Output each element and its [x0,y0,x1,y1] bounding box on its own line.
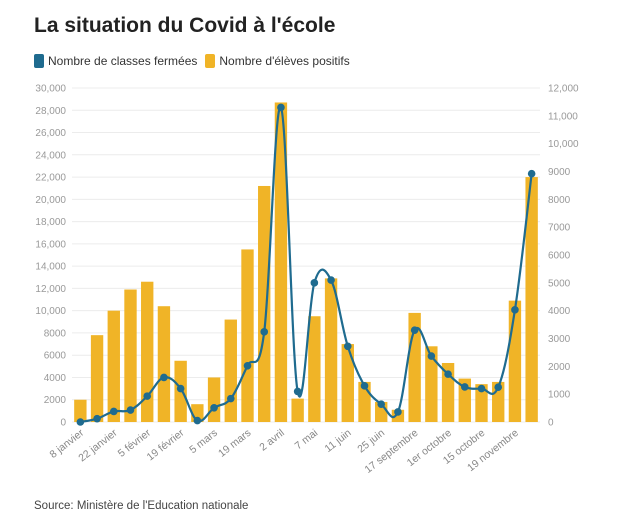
bar [141,281,154,422]
bar [224,319,237,422]
line-point [260,328,269,336]
bar [425,346,438,422]
line-point [377,400,386,408]
y-right-tick-label: 8000 [548,195,571,206]
line-point [160,373,168,382]
bar [157,306,171,422]
x-tick-label: 19 février [145,427,187,464]
legend-label-classes: Nombre de classes fermées [48,54,198,68]
line-point [343,342,352,351]
line-point [126,406,135,414]
y-right-tick-label: 12,000 [548,84,579,95]
chart-svg: 0 2000 4000 6000 8000 10,000 12,000 14,000 16,00… [35,84,579,476]
x-tick-label: 2 avril [257,427,286,454]
line-point [193,416,202,425]
line-point [210,404,218,412]
line-point [243,361,252,370]
y-left-tick-label: 6000 [44,351,67,362]
bar [207,377,221,422]
bar [74,399,87,422]
source-note: Source: Ministère de l'Education nationa… [34,500,249,512]
x-tick-label: 7 mai [293,427,321,452]
bar [508,300,522,422]
y-left-tick-label: 12,000 [35,284,66,295]
line-point [76,418,85,426]
y-right-tick-label: 2000 [548,362,571,373]
bar [258,185,271,422]
y-right-tick-label: 10,000 [548,139,579,150]
line-point [143,392,152,400]
line-point [527,169,536,178]
line-point [277,103,285,112]
line-point [360,382,369,390]
y-left-tick-label: 14,000 [35,262,66,273]
y-left-tick-label: 4000 [44,373,67,384]
bar [341,344,354,422]
y-left-tick-label: 20,000 [35,195,66,206]
x-tick-label: 11 juin [322,427,353,455]
bar [274,102,288,423]
y-left-tick-label: 0 [60,418,66,429]
y-right-tick-label: 3000 [548,334,571,345]
line-point [109,407,118,416]
line-point [327,276,335,284]
x-tick-label: 5 mars [187,427,220,456]
legend-item-eleves[interactable]: Nombre d'élèves positifs [205,54,350,68]
bar [107,310,120,422]
y-right-tick-label: 0 [548,418,554,429]
legend-swatch-bar [205,54,216,68]
y-left-tick-label: 10,000 [35,306,66,317]
bar [308,316,321,422]
line-point [460,383,469,391]
legend-item-classes[interactable]: Nombre de classes fermées [34,54,197,68]
line-point [310,279,319,287]
y-left-tick-label: 2000 [44,395,67,406]
line-point [93,414,101,423]
line-point [226,394,235,403]
y-right-tick-label: 5000 [548,278,571,289]
bar [475,384,488,422]
y-left-tick-label: 26,000 [35,128,66,139]
y-right-tick-label: 4000 [548,306,571,317]
y-left-tick-label: 22,000 [35,173,66,184]
line-point [494,383,503,392]
y-right-tick-label: 1000 [548,390,571,401]
bar [525,177,538,422]
legend-label-eleves: Nombre d'élèves positifs [219,54,350,68]
bar [124,289,137,422]
line-point [427,352,436,360]
y-right-tick-label: 9000 [548,167,571,178]
y-left-tick-label: 16,000 [35,239,66,250]
y-left-tick-label: 30,000 [35,84,66,95]
line-point [477,384,486,393]
line-point [511,306,519,314]
chart-title: La situation du Covid à l'école [34,14,336,37]
y-left-tick-label: 18,000 [35,217,66,228]
bar [241,249,254,422]
line-point [444,370,452,378]
bar [291,398,304,422]
y-left-tick-label: 8000 [44,328,67,339]
line-point [176,384,185,393]
line-point [394,408,402,416]
line-point [410,326,419,334]
legend-swatch-line [34,54,44,68]
y-right-tick-label: 7000 [548,223,571,234]
y-left-tick-label: 24,000 [35,150,66,161]
legend: Nombre de classes fermées Nombre d'élève… [34,54,358,68]
bar [458,378,471,422]
bar [324,278,338,422]
bar [90,335,104,422]
x-tick-label: 19 mars [216,427,253,460]
line-point [293,387,302,396]
y-left-tick-label: 28,000 [35,106,66,117]
y-right-tick-label: 11,000 [548,111,578,122]
y-right-tick-label: 6000 [548,251,571,262]
